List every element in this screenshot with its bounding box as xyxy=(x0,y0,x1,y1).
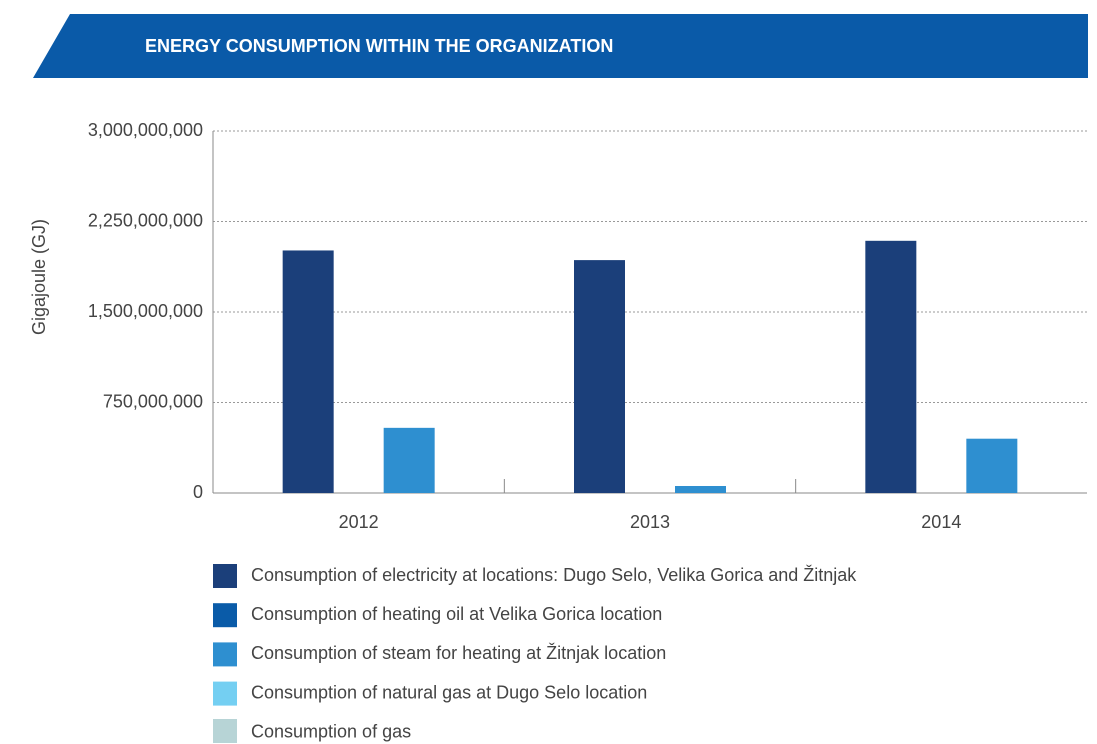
bar xyxy=(865,240,917,493)
legend-swatch xyxy=(213,719,237,743)
bar xyxy=(966,438,1018,493)
legend-swatch xyxy=(213,681,237,706)
y-tick-label: 1,500,000,000 xyxy=(88,301,203,321)
bar xyxy=(675,486,726,493)
y-tick-label: 750,000,000 xyxy=(103,391,203,411)
legend-label: Consumption of steam for heating at Žitn… xyxy=(251,643,666,663)
legend-label: Consumption of electricity at locations:… xyxy=(251,565,857,585)
chart-title: ENERGY CONSUMPTION WITHIN THE ORGANIZATI… xyxy=(145,36,613,56)
bar xyxy=(574,260,625,493)
legend-label: Consumption of gas xyxy=(251,722,411,742)
x-tick-label: 2013 xyxy=(630,512,670,532)
bar xyxy=(282,250,334,493)
x-tick-label: 2014 xyxy=(921,512,961,532)
y-axis-label: Gigajoule (GJ) xyxy=(29,219,49,335)
x-tick-label: 2012 xyxy=(339,512,379,532)
legend-label: Consumption of natural gas at Dugo Selo … xyxy=(251,682,647,702)
bar xyxy=(383,427,435,493)
y-tick-label: 3,000,000,000 xyxy=(88,120,203,140)
y-tick-label: 0 xyxy=(193,482,203,502)
y-tick-label: 2,250,000,000 xyxy=(88,210,203,230)
legend-swatch xyxy=(213,603,237,628)
legend-label: Consumption of heating oil at Velika Gor… xyxy=(251,604,662,624)
title-banner xyxy=(33,14,1088,78)
legend-swatch xyxy=(213,564,237,588)
legend-swatch xyxy=(213,642,237,667)
